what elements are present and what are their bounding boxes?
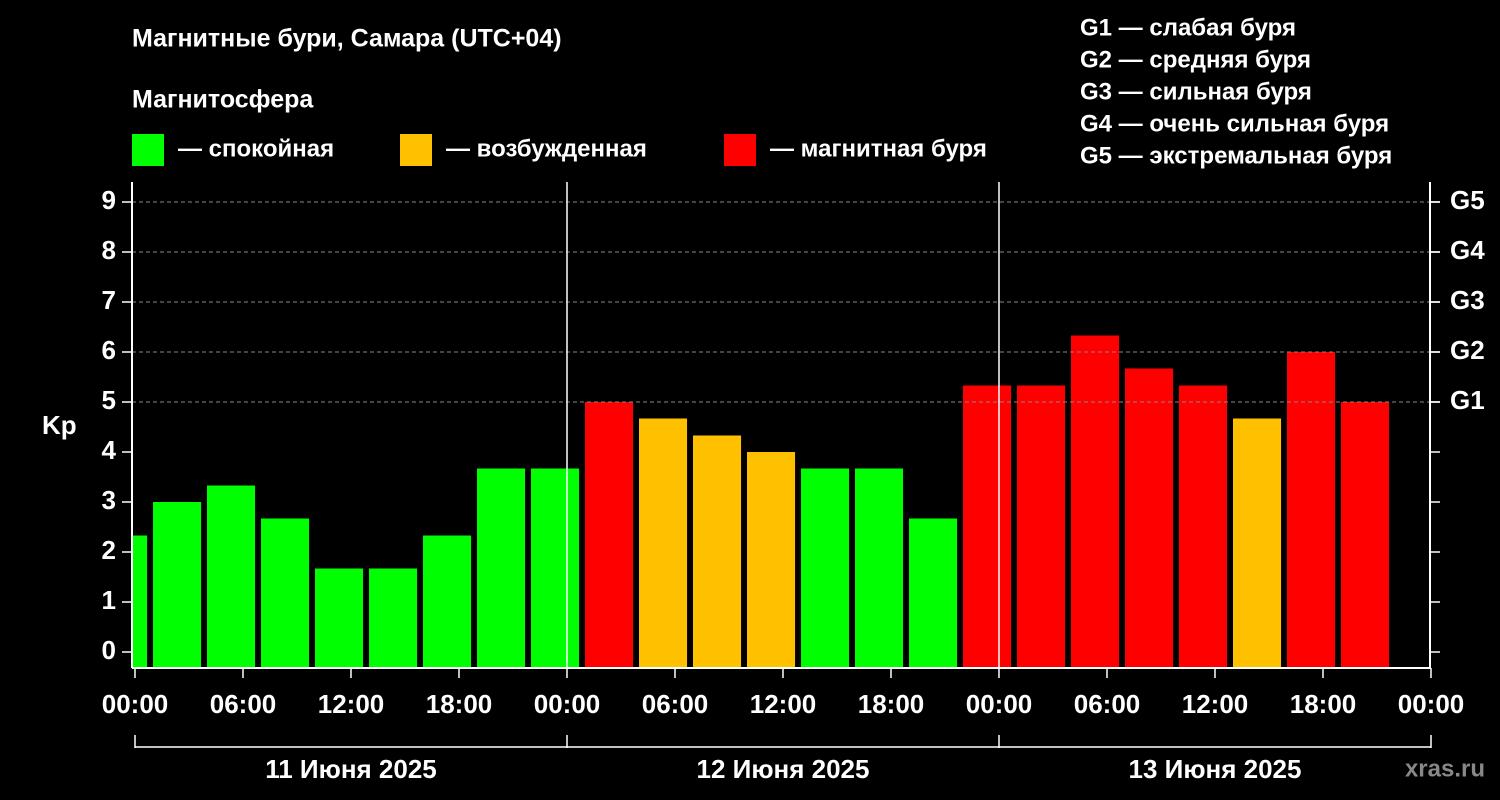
bar [531, 468, 580, 668]
x-tick-label: 18:00 [1290, 689, 1357, 719]
legend-swatch [724, 134, 756, 166]
y-tick-label: 8 [102, 235, 116, 265]
x-tick-label: 06:00 [1074, 689, 1141, 719]
y-tick-label: 0 [102, 635, 116, 665]
bar [693, 435, 742, 668]
x-tick-label: 12:00 [1182, 689, 1249, 719]
legend-swatch [400, 134, 432, 166]
bar [639, 418, 688, 668]
y-tick-label: 1 [102, 585, 116, 615]
bar [1233, 418, 1282, 668]
y-tick-label: 3 [102, 485, 116, 515]
x-tick-label: 00:00 [966, 689, 1033, 719]
watermark: xras.ru [1405, 755, 1485, 782]
y2-tick-label: G2 [1450, 335, 1485, 365]
x-tick-label: 00:00 [1398, 689, 1465, 719]
bar [153, 502, 202, 668]
scale-note: G3 — сильная буря [1080, 78, 1312, 105]
scale-note: G1 — слабая буря [1080, 14, 1296, 41]
y-tick-label: 9 [102, 185, 116, 215]
bar [133, 535, 148, 668]
bar [855, 468, 904, 668]
bar [1017, 385, 1066, 668]
y2-tick-label: G4 [1450, 235, 1485, 265]
x-tick-label: 06:00 [642, 689, 709, 719]
legend-label: — возбужденная [446, 135, 647, 162]
y-tick-label: 4 [102, 435, 117, 465]
bar [963, 385, 1012, 668]
bars [133, 335, 1390, 668]
bar [477, 468, 526, 668]
bar [801, 468, 850, 668]
x-tick-label: 06:00 [210, 689, 277, 719]
x-tick-label: 12:00 [318, 689, 385, 719]
bar [423, 535, 472, 668]
y-axis-label: Kp [42, 410, 77, 440]
x-tick-label: 00:00 [534, 689, 601, 719]
x-tick-label: 18:00 [426, 689, 493, 719]
legend-label: — магнитная буря [770, 135, 987, 162]
y-tick-label: 7 [102, 285, 116, 315]
x-tick-label: 12:00 [750, 689, 817, 719]
bar [1341, 402, 1390, 668]
x-tick-label: 18:00 [858, 689, 925, 719]
scale-note: G2 — средняя буря [1080, 46, 1311, 73]
legend-label: — спокойная [178, 135, 334, 162]
bar [369, 568, 418, 668]
bar [1071, 335, 1120, 668]
bar [909, 518, 958, 668]
bar [207, 485, 256, 668]
bar [747, 452, 796, 668]
legend-title: Магнитосфера [132, 86, 314, 114]
bar [1179, 385, 1228, 668]
x-tick-label: 00:00 [102, 689, 169, 719]
y2-tick-label: G1 [1450, 385, 1485, 415]
bar [261, 518, 310, 668]
scale-note: G4 — очень сильная буря [1080, 110, 1389, 137]
y-tick-label: 6 [102, 335, 116, 365]
y-tick-label: 5 [102, 385, 116, 415]
bar [1287, 352, 1336, 668]
y-tick-label: 2 [102, 535, 116, 565]
scale-note: G5 — экстремальная буря [1080, 142, 1392, 169]
bar [585, 402, 634, 668]
day-label: 13 Июня 2025 [1129, 754, 1302, 784]
y2-tick-label: G5 [1450, 185, 1485, 215]
legend-swatch [132, 134, 164, 166]
day-label: 12 Июня 2025 [697, 754, 870, 784]
bar [315, 568, 364, 668]
chart-title: Магнитные бури, Самара (UTC+04) [132, 25, 562, 53]
y2-tick-label: G3 [1450, 285, 1485, 315]
day-label: 11 Июня 2025 [265, 754, 437, 784]
bar [1125, 368, 1174, 668]
